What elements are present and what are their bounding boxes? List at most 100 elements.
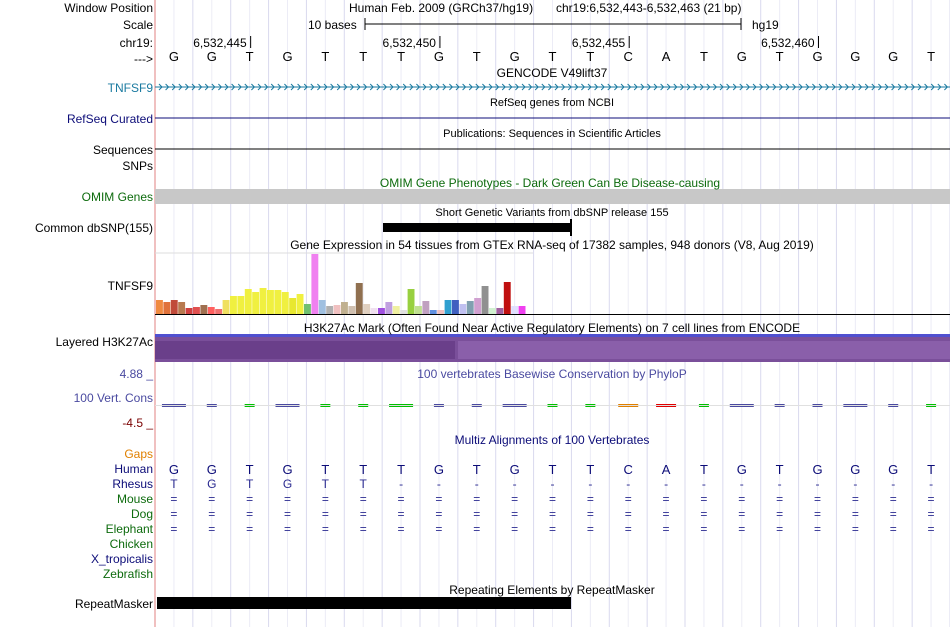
gtex-expression-bar [156,300,163,314]
gtex-expression-bar [207,307,215,314]
species-label[interactable]: Dog [130,507,153,521]
base-letter: T [586,49,595,64]
dbsnp-track-title[interactable]: Short Genetic Variants from dbSNP releas… [435,207,669,219]
refseq-label[interactable]: RefSeq Curated [66,112,153,126]
gencode-strand-chevron [468,83,473,91]
base-letter: T [775,49,784,64]
gencode-strand-chevron [739,83,744,91]
gencode-strand-chevron [884,83,889,91]
alignment-base: = [624,507,632,521]
gencode-strand-chevron [350,83,355,91]
gencode-strand-chevron [336,83,341,91]
sequences-label[interactable]: Sequences [92,143,153,157]
gencode-strand-chevron [732,83,737,91]
gtex-expression-bar [326,306,334,314]
gencode-strand-chevron [501,83,506,91]
gencode-strand-chevron [449,83,454,91]
alignment-base: = [170,507,178,521]
gencode-strand-chevron [330,83,335,91]
h3k27ac-track-title[interactable]: H3K27Ac Mark (Often Found Near Active Re… [303,321,801,335]
gtex-expression-bar [304,304,311,314]
publications-track-title[interactable]: Publications: Sequences in Scientific Ar… [443,128,661,140]
omim-track-title[interactable]: OMIM Gene Phenotypes - Dark Green Can Be… [379,176,721,190]
h3k27ac-label[interactable]: Layered H3K27Ac [55,335,153,349]
gencode-track-title[interactable]: GENCODE V49lift37 [496,66,608,80]
alignment-base: G [736,462,747,477]
alignment-base: - [588,477,593,491]
alignment-base: = [927,522,935,536]
gencode-gene-label[interactable]: TNFSF9 [107,81,153,95]
base-letter: T [927,49,936,64]
gtex-expression-bar [289,298,297,314]
gencode-strand-chevron [818,83,823,91]
gencode-strand-chevron [435,83,440,91]
gencode-strand-chevron [924,83,929,91]
alignment-base: = [586,507,594,521]
alignment-base: T [927,462,936,477]
gtex-expression-bar [511,306,519,314]
repeatmasker-track-title[interactable]: Repeating Elements by RepeatMasker [449,583,655,597]
alignment-base: = [700,507,708,521]
snps-label[interactable]: SNPs [122,159,153,173]
alignment-base: = [662,522,670,536]
alignment-base: = [776,522,784,536]
gtex-gene-label[interactable]: TNFSF9 [107,279,153,293]
alignment-base: G [206,462,217,477]
gencode-strand-chevron [521,83,526,91]
gtex-expression-bar [244,289,252,314]
multiz-track-title[interactable]: Multiz Alignments of 100 Vertebrates [454,433,650,447]
base-letter: G [736,49,747,64]
gencode-strand-chevron [587,83,592,91]
dbsnp-label[interactable]: Common dbSNP(155) [34,221,153,235]
alignment-base: = [359,522,367,536]
gencode-strand-chevron [416,83,421,91]
alignment-base: = [662,507,670,521]
chrom-label: chr19: [119,36,153,50]
gencode-strand-chevron [508,83,513,91]
alignment-base: = [359,492,367,506]
species-label[interactable]: Mouse [116,492,153,506]
species-label[interactable]: Elephant [105,522,153,536]
gtex-expression-bar [444,300,452,314]
alignment-base: G [888,462,899,477]
gencode-strand-chevron [237,83,242,91]
species-label[interactable]: Chicken [109,537,153,551]
species-label[interactable]: X_tropicalis [90,552,153,566]
gencode-strand-chevron [693,83,698,91]
gencode-strand-chevron [825,83,830,91]
phylop-label[interactable]: 100 Vert. Cons [73,391,153,405]
alignment-base: T [699,462,708,477]
repeatmasker-label[interactable]: RepeatMasker [74,597,153,611]
alignment-base: - [474,477,479,491]
gencode-strand-chevron [495,83,500,91]
species-label[interactable]: Zebrafish [102,567,153,581]
alignment-base: G [509,462,520,477]
gencode-strand-chevron [297,83,302,91]
base-letter: G [509,49,520,64]
gtex-expression-bar [267,290,274,314]
gtex-expression-bar [193,307,200,314]
gencode-strand-chevron [224,83,229,91]
alignment-base: = [246,522,254,536]
gencode-strand-chevron [680,83,685,91]
phylop-track-title[interactable]: 100 vertebrates Basewise Conservation by… [417,367,687,381]
alignment-base: G [282,477,293,491]
alignment-base: = [283,507,291,521]
omim-label[interactable]: OMIM Genes [81,190,153,204]
base-letter: T [548,49,557,64]
alignment-base: T [586,462,595,477]
species-label[interactable]: Rhesus [112,477,153,491]
species-label[interactable]: Human [114,462,153,476]
gtex-expression-bar [474,298,482,314]
gencode-strand-chevron [165,83,170,91]
base-letter: T [472,49,481,64]
alignment-base: = [170,492,178,506]
alignment-base: G [168,462,179,477]
gtex-track-title[interactable]: Gene Expression in 54 tissues from GTEx … [290,238,814,252]
gtex-expression-bar [503,282,511,314]
gencode-strand-chevron [158,83,163,91]
gtex-expression-bar [215,309,223,314]
gencode-strand-chevron [805,83,810,91]
refseq-track-title[interactable]: RefSeq genes from NCBI [489,97,615,109]
